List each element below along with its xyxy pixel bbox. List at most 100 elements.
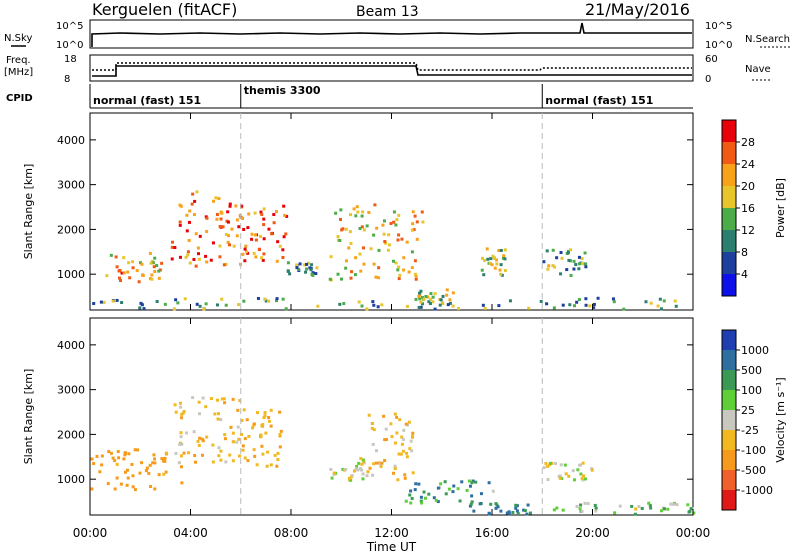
station-title: Kerguelen (fitACF) (92, 0, 237, 19)
velocity-panel: 1000 2000 3000 4000 Slant Range [km] 00:00 04:… (22, 317, 711, 554)
echo-region-1 (170, 190, 244, 268)
echo-region-6 (468, 502, 532, 516)
colorbar-tick: 16 (741, 202, 755, 215)
panel-frame (89, 317, 694, 516)
nsearch-label: N.Search (745, 34, 790, 45)
y-axis-label: Slant Range [km] (22, 164, 35, 260)
y-tick-label: 1000 (57, 473, 85, 486)
noise-right-tick-bottom: 10^0 (705, 40, 732, 51)
echo-region-2 (241, 204, 289, 263)
y-axis-label: Slant Range [km] (22, 369, 35, 465)
colorbar-cell (722, 390, 736, 411)
colorbar-tick: 28 (741, 136, 755, 149)
echo-region-6 (480, 247, 507, 277)
freq-right-tick-bottom: 0 (705, 74, 711, 85)
colorbar-title: Power [dB] (774, 178, 787, 238)
noise-right-tick-top: 10^5 (705, 21, 732, 32)
y-tick-label: 2000 (57, 428, 85, 441)
colorbar-cell (722, 208, 736, 231)
echo-region-2 (241, 408, 283, 468)
freq-label: Freq. (6, 55, 31, 66)
x-tick-label: 00:00 (676, 526, 711, 540)
y-tick-label: 3000 (57, 179, 85, 192)
colorbar-cell (722, 142, 736, 165)
nave-label: Nave (745, 64, 771, 75)
colorbar-tick: 12 (741, 224, 755, 237)
colorbar-cell (722, 120, 736, 143)
noise-sky-line (91, 22, 692, 47)
colorbar-tick: 24 (741, 158, 755, 171)
colorbar-cell (722, 490, 736, 511)
echo-region-8 (552, 501, 696, 516)
cpid-label-2: normal (fast) 151 (545, 94, 653, 107)
x-tick-label: 12:00 (374, 526, 409, 540)
x-axis-label: Time UT (366, 540, 417, 554)
noise-left-tick-top: 10^5 (56, 21, 83, 32)
date-title: 21/May/2016 (585, 0, 690, 19)
echo-region-7 (542, 248, 588, 277)
cpid-label-0: normal (fast) 151 (93, 94, 201, 107)
cpid-label: CPID (6, 93, 33, 104)
x-tick-label: 08:00 (274, 526, 309, 540)
y-tick-label: 3000 (57, 384, 85, 397)
x-tick-label: 04:00 (173, 526, 208, 540)
velocity-colorbar: 1000 500 100 25 -25 -100 -500 -1000 Velocity [m … (721, 329, 787, 511)
colorbar-tick: 8 (741, 246, 748, 259)
colorbar-tick: 20 (741, 180, 755, 193)
power-colorbar: 28 24 20 16 12 8 4 Power [dB] (721, 119, 787, 297)
colorbar-cell (722, 274, 736, 297)
panel-frame (89, 112, 694, 311)
colorbar-tick: -100 (741, 444, 766, 457)
colorbar-cell (722, 430, 736, 451)
echo-region-5 (417, 288, 455, 306)
power-panel: 1000 2000 3000 4000 Slant Range [km] (22, 112, 694, 311)
echo-region-3 (329, 457, 369, 482)
y-tick-label: 4000 (57, 339, 85, 352)
echo-region-7 (542, 461, 594, 482)
colorbar-cell (722, 330, 736, 351)
echo-region-4 (328, 203, 425, 282)
echo-region-5 (404, 479, 495, 505)
cpid-bar: normal (fast) 151 themis 3300 normal (fast… (89, 84, 693, 109)
colorbar-tick: 25 (741, 404, 755, 417)
noise-panel-frame (89, 19, 694, 49)
noise-left-tick-bottom: 10^0 (56, 40, 83, 51)
colorbar-tick: 100 (741, 384, 762, 397)
freq-left-tick-top: 18 (64, 54, 77, 65)
freq-panel-frame (89, 54, 694, 82)
y-tick-label: 4000 (57, 134, 85, 147)
colorbar-tick: 1000 (741, 344, 769, 357)
x-tick-label: 00:00 (73, 526, 108, 540)
colorbar-tick: 500 (741, 364, 762, 377)
colorbar-tick: -1000 (741, 484, 773, 497)
freq-line (92, 65, 692, 77)
colorbar-cell (722, 252, 736, 275)
colorbar-title: Velocity [m s⁻¹] (774, 377, 787, 462)
colorbar-tick: 4 (741, 268, 748, 281)
freq-left-tick-bottom: 8 (64, 74, 70, 85)
colorbar-cell (722, 186, 736, 209)
freq-right-tick-top: 60 (705, 54, 718, 65)
nsky-label: N.Sky (4, 33, 32, 44)
echo-region-1 (173, 396, 244, 465)
echo-region-4 (366, 412, 415, 482)
colorbar-cell (722, 230, 736, 253)
beam-title: Beam 13 (356, 4, 419, 20)
cpid-label-1: themis 3300 (244, 84, 321, 97)
colorbar-cell (722, 350, 736, 371)
colorbar-cell (722, 164, 736, 187)
colorbar-cell (722, 470, 736, 491)
freq-unit-label: [MHz] (4, 67, 33, 78)
x-tick-label: 20:00 (575, 526, 610, 540)
echo-region-8 (92, 296, 678, 311)
y-tick-label: 1000 (57, 268, 85, 281)
echo-region-3 (286, 261, 319, 277)
colorbar-cell (722, 450, 736, 471)
colorbar-cell (722, 410, 736, 431)
y-tick-label: 2000 (57, 223, 85, 236)
colorbar-tick: -500 (741, 464, 766, 477)
echo-region-0 (105, 251, 164, 284)
echo-region-0 (90, 448, 184, 492)
colorbar-cell (722, 370, 736, 391)
